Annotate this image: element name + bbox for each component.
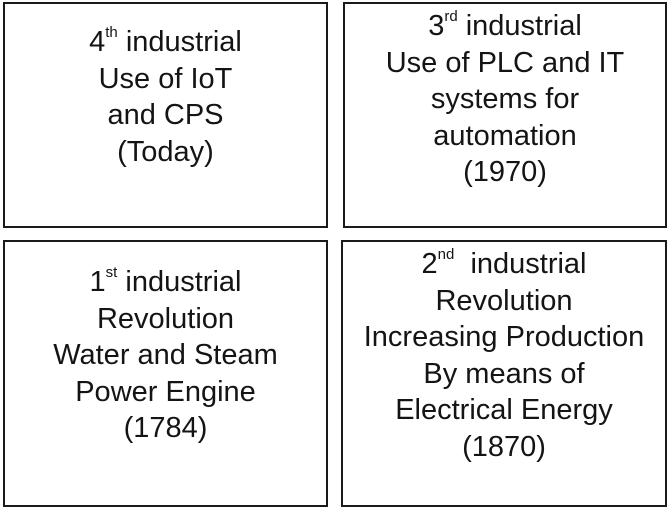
heading-text: industrial — [457, 10, 582, 42]
panel-heading: 1st industrial — [90, 264, 242, 301]
heading-text: industrial — [117, 266, 242, 298]
panel-heading: 4th industrial — [89, 24, 242, 61]
panel-first-industrial: 1st industrial Revolution Water and Stea… — [3, 240, 328, 507]
panel-line: and CPS — [107, 99, 224, 131]
panel-line: (1970) — [463, 156, 547, 188]
ordinal-suffix: th — [105, 24, 118, 42]
panel-second-industrial: 2nd industrial Revolution Increasing Pro… — [341, 240, 667, 507]
ordinal-suffix: rd — [444, 8, 458, 26]
ordinal-number: 1 — [89, 266, 106, 298]
panel-line: Increasing Production — [363, 321, 645, 353]
heading-text: industrial — [454, 248, 587, 280]
ordinal-number: 4 — [89, 26, 106, 58]
panel-line: automation — [433, 119, 577, 152]
ordinal-number: 3 — [428, 10, 445, 42]
panel-line: Use of PLC and IT — [385, 46, 625, 79]
panel-heading: 3rd industrial — [428, 8, 582, 45]
ordinal-number: 2 — [421, 248, 438, 280]
panel-line: (1870) — [462, 430, 546, 463]
panel-heading: 2nd industrial — [422, 246, 587, 283]
panel-fourth-industrial: 4th industrial Use of IoT and CPS (Today… — [3, 2, 328, 228]
panel-line: Power Engine — [75, 375, 256, 408]
ordinal-suffix: nd — [437, 246, 455, 264]
panel-line: (1784) — [123, 412, 208, 444]
panel-line: Revolution — [96, 302, 235, 335]
panel-line: (Today) — [117, 135, 214, 168]
heading-text: industrial — [117, 26, 242, 58]
panel-third-industrial: 3rd industrial Use of PLC and IT systems… — [343, 2, 667, 228]
panel-line: systems for — [430, 83, 580, 115]
panel-line: Revolution — [435, 284, 573, 317]
panel-line: Use of IoT — [98, 62, 233, 95]
panel-line: Water and Steam — [53, 339, 278, 371]
ordinal-suffix: st — [105, 264, 118, 282]
panel-line: By means of — [423, 357, 585, 390]
panel-line: Electrical Energy — [395, 394, 613, 426]
